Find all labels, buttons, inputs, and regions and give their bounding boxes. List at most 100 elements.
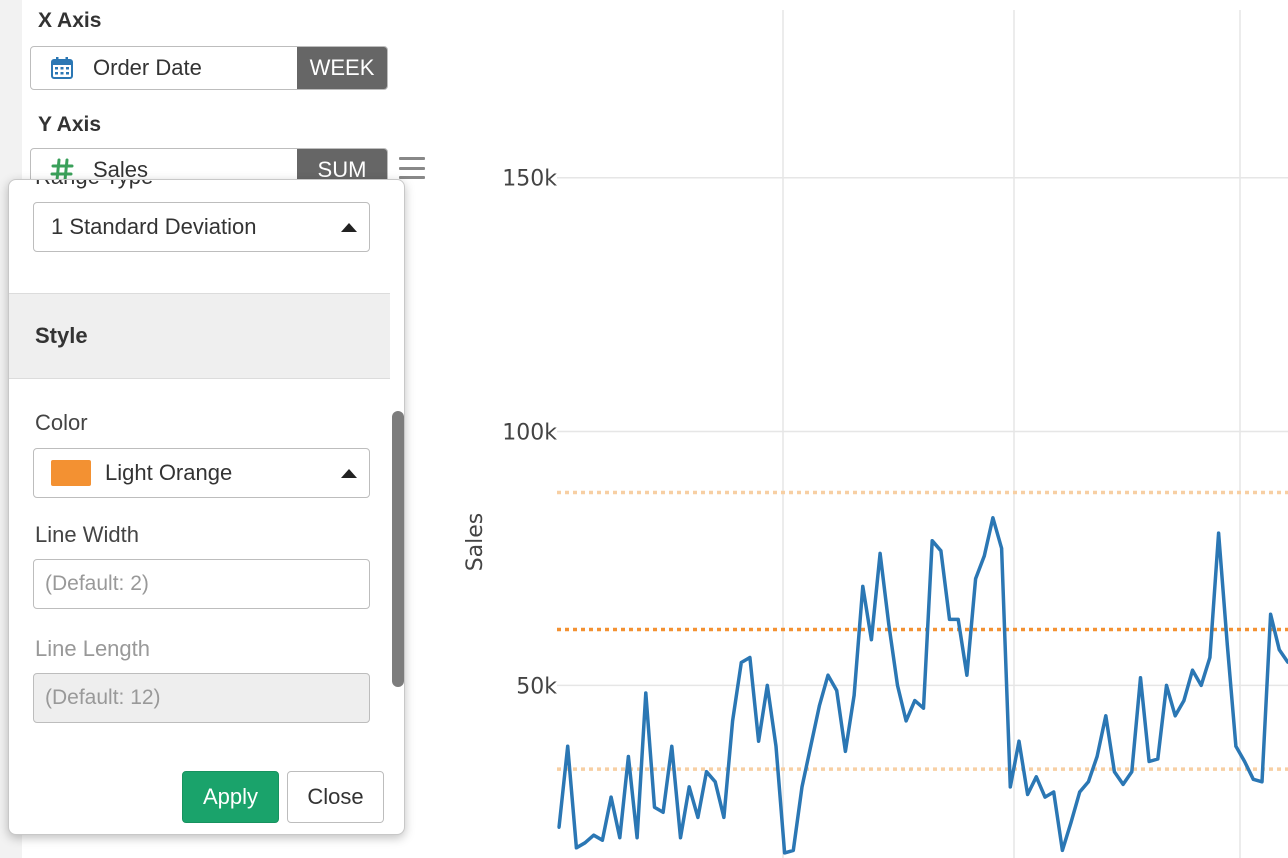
data-point [817, 704, 821, 708]
sales-line-chart: 50k 100k 150k Sales [463, 10, 1288, 858]
range-type-select[interactable]: 1 Standard Deviation [33, 202, 370, 252]
data-point [1034, 775, 1038, 779]
data-point [748, 656, 752, 659]
data-point [1052, 790, 1056, 794]
data-point [1086, 780, 1090, 784]
data-point [1017, 739, 1021, 743]
data-point [1165, 683, 1168, 687]
data-point [705, 770, 708, 774]
data-point [765, 683, 769, 687]
data-point [1112, 770, 1116, 774]
data-point [809, 744, 813, 748]
color-swatch [51, 460, 91, 486]
data-point [826, 673, 830, 677]
data-point [1217, 531, 1221, 535]
data-point [1277, 648, 1281, 652]
data-point [722, 815, 726, 819]
style-section-header[interactable]: Style [9, 293, 390, 379]
y-axis-field-label: Sales [93, 157, 149, 182]
data-point [869, 638, 873, 642]
style-section-title: Style [35, 323, 88, 348]
data-point [991, 516, 995, 520]
data-point [679, 836, 682, 840]
data-point [635, 836, 639, 840]
data-point [913, 699, 917, 703]
data-point [1173, 714, 1177, 718]
caret-up-icon [341, 223, 357, 232]
calendar-icon [31, 56, 93, 80]
data-point [626, 755, 630, 758]
x-axis-field-pill[interactable]: Order Date WEEK [30, 46, 388, 90]
data-point [1078, 790, 1082, 794]
y-axis-label: Sales [463, 513, 488, 572]
data-point [1269, 612, 1273, 616]
data-point [1182, 699, 1186, 703]
data-point [1251, 777, 1255, 781]
data-point [566, 744, 570, 748]
data-point [618, 836, 622, 840]
data-point [731, 719, 735, 723]
data-point [1130, 770, 1134, 774]
data-point [861, 584, 865, 588]
x-axis-aggregation-button[interactable]: WEEK [297, 47, 387, 89]
sales-series-points [557, 516, 1288, 855]
range-type-label: Range Type [35, 180, 153, 190]
line-length-input [33, 673, 370, 723]
data-point [896, 683, 899, 687]
y-tick-label: 50k [516, 674, 557, 699]
data-point [687, 785, 691, 789]
data-point [1234, 744, 1238, 748]
data-point [930, 539, 934, 543]
close-button[interactable]: Close [287, 771, 384, 823]
reference-lines [557, 490, 1288, 771]
data-point [609, 795, 613, 799]
data-point [800, 785, 804, 789]
data-point [774, 744, 778, 748]
data-point [956, 617, 960, 621]
data-point [835, 689, 839, 692]
data-point [713, 780, 717, 784]
line-length-label: Line Length [35, 636, 150, 661]
data-point [922, 706, 925, 710]
data-point [1104, 714, 1108, 718]
data-point [852, 694, 856, 697]
data-point [739, 661, 743, 664]
data-point [783, 851, 787, 855]
data-point [1156, 757, 1160, 761]
data-point [592, 833, 596, 837]
data-point [974, 577, 978, 581]
data-point [1147, 760, 1151, 763]
y-tick-label: 150k [502, 167, 557, 192]
data-point [1121, 782, 1125, 786]
data-point [757, 739, 761, 743]
caret-up-icon [341, 469, 357, 478]
data-point [644, 691, 648, 695]
data-point [843, 749, 847, 753]
data-point [653, 805, 656, 809]
data-point [1069, 821, 1073, 824]
data-point [904, 719, 908, 723]
data-point [661, 810, 665, 814]
popover-scrollbar[interactable] [392, 411, 404, 687]
data-point [600, 838, 604, 842]
hash-icon [31, 157, 93, 183]
data-point [965, 673, 969, 677]
data-point [670, 744, 674, 748]
y-tick-labels: 50k 100k 150k [502, 167, 557, 700]
color-select[interactable]: Light Orange [33, 448, 370, 498]
data-point [557, 826, 561, 829]
data-point [1008, 785, 1012, 789]
data-point [1260, 780, 1264, 784]
hamburger-icon[interactable] [399, 157, 425, 179]
data-point [1191, 668, 1194, 672]
x-axis-heading: X Axis [38, 9, 102, 32]
line-width-input[interactable] [33, 559, 370, 609]
data-point [1095, 755, 1099, 758]
data-point [583, 841, 587, 845]
data-point [887, 623, 891, 626]
data-point [948, 617, 951, 621]
data-point [878, 551, 882, 555]
color-label: Color [35, 410, 88, 435]
data-point [939, 549, 943, 553]
apply-button[interactable]: Apply [182, 771, 279, 823]
